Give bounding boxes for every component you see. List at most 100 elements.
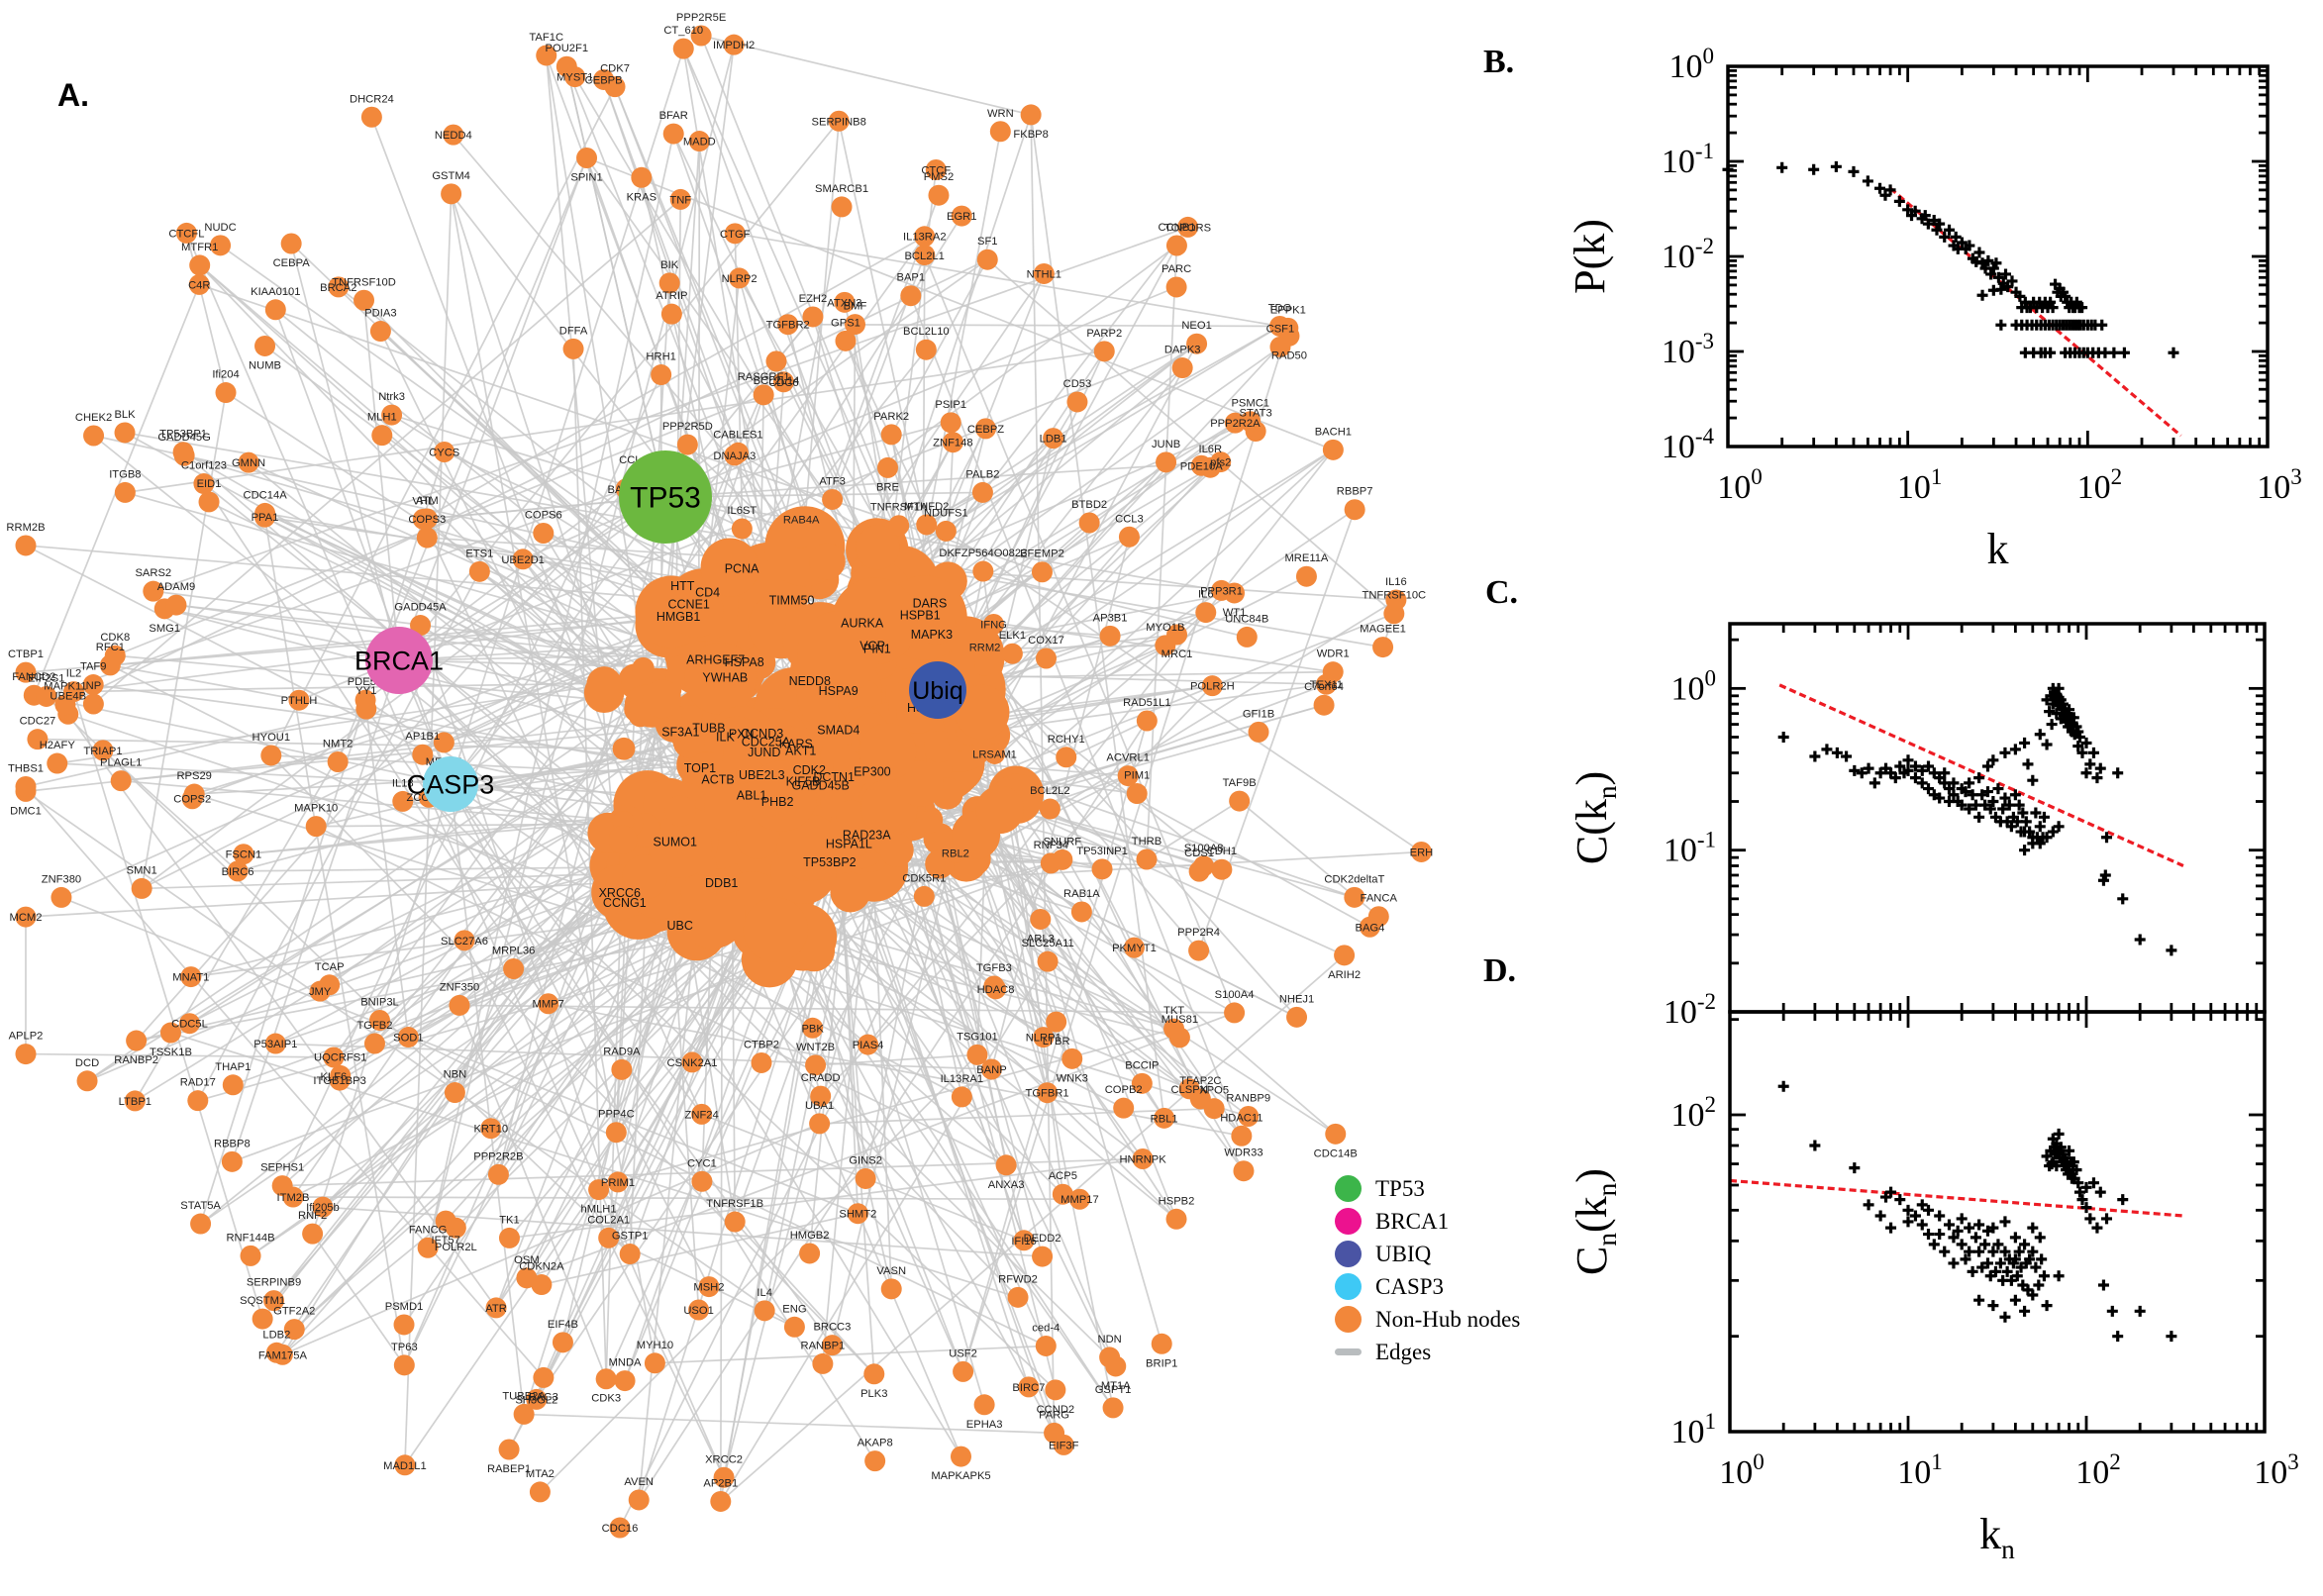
network-node [834, 291, 856, 313]
core-node-label: ACTB [701, 772, 734, 786]
network-node [607, 1171, 629, 1193]
node-label: CT_610 [663, 25, 703, 37]
node-label: ZNF24 [685, 1109, 719, 1121]
network-node [916, 514, 938, 536]
network-node [1186, 333, 1208, 354]
node-label: CDH1 [1207, 846, 1237, 857]
network-node [183, 783, 205, 805]
network-node [828, 110, 850, 132]
network-node [1035, 1335, 1057, 1356]
network-node [253, 506, 275, 528]
network-node [1136, 710, 1158, 732]
node-label: AKAP8 [858, 1438, 893, 1449]
node-label: CDC27 [20, 716, 56, 728]
network-node [1156, 451, 1177, 473]
node-label: DEDD2 [1024, 1233, 1061, 1245]
network-node [729, 267, 751, 289]
node-label: TSG101 [957, 1031, 998, 1043]
node-label: MTA2 [526, 1468, 555, 1480]
node-label: STAT3 [1240, 408, 1272, 420]
network-node [935, 520, 957, 542]
node-label: CTCFL [168, 228, 204, 240]
x-tick-label: 101 [1897, 1449, 1943, 1491]
node-label: MCM2 [10, 912, 43, 924]
node-label: TNFRSF1B [706, 1198, 763, 1210]
network-node [114, 422, 136, 444]
panel-d-label: D. [1483, 952, 1517, 989]
node-label: TGFB2 [356, 1020, 392, 1032]
node-label: Ifi205b [306, 1202, 340, 1214]
network-node [498, 1439, 520, 1460]
node-label: FANCD2 [12, 671, 55, 683]
network-node [416, 527, 438, 549]
node-label: UBE4B [50, 690, 86, 702]
node-label: NDUFS1 [924, 507, 968, 519]
node-label: Ntrk3 [378, 391, 405, 403]
core-node-label: XRCC6 [599, 886, 641, 900]
network-node [1078, 512, 1100, 534]
network-node [1001, 643, 1023, 664]
network-node [233, 844, 254, 865]
node-label: BRIP1 [1146, 1357, 1177, 1369]
node-label: SOD1 [393, 1033, 423, 1045]
node-label: BACH1 [1315, 426, 1352, 438]
network-node [363, 1033, 385, 1054]
network-node [393, 1314, 415, 1336]
node-label: CCND2 [1037, 1404, 1075, 1416]
network-node [631, 166, 653, 188]
network-node [1163, 1018, 1185, 1040]
node-label: GFI1B [1243, 708, 1274, 720]
network-node [1315, 673, 1337, 695]
node-label: TRIAP1 [83, 746, 122, 757]
network-node [165, 594, 187, 616]
network-node [82, 693, 104, 715]
node-label: CDK3 [591, 1393, 621, 1405]
node-label: BLK [114, 409, 136, 421]
node-label: CLSPN [1170, 1084, 1207, 1096]
network-node [1037, 950, 1059, 972]
legend-item-ubiq: UBIQ [1335, 1238, 1632, 1270]
network-node [810, 1085, 832, 1107]
node-label: RFWD2 [998, 1273, 1038, 1285]
node-label: CDC16 [602, 1523, 639, 1535]
network-node [1286, 1006, 1308, 1028]
node-label: SMARCB1 [815, 183, 868, 195]
network-node [15, 661, 37, 683]
legend-item-brca1: BRCA1 [1335, 1205, 1632, 1238]
node-label: BAG4 [1355, 922, 1384, 934]
network-node [410, 615, 432, 637]
network-node [593, 68, 615, 90]
node-label: WDR1 [1317, 648, 1350, 660]
network-node [900, 285, 922, 307]
core-node-label: HSPA1L [826, 838, 872, 851]
network-node [1126, 783, 1148, 805]
node-label: COPS6 [525, 509, 562, 521]
network-node [880, 1278, 902, 1300]
network-node [1066, 391, 1088, 413]
network-node [393, 1354, 415, 1376]
node-label: GADD45A [394, 602, 447, 614]
node-label: CD53 [1063, 378, 1092, 390]
network-node [1177, 216, 1199, 238]
node-label: PPA1 [252, 512, 279, 524]
network-node [1018, 1376, 1040, 1398]
node-label: CDC6 [768, 377, 798, 389]
network-node [710, 1490, 732, 1512]
node-label: LRSAM1 [972, 748, 1017, 760]
node-label: DFFA [559, 325, 588, 337]
node-label: NEDD4 [435, 130, 472, 142]
node-label: SPIN1 [570, 172, 602, 184]
network-node [238, 451, 259, 473]
network-node [1020, 104, 1042, 126]
core-node-label: EP300 [854, 764, 891, 778]
node-label: BANP [976, 1064, 1006, 1076]
network-legend: TP53 BRCA1 UBIQ CASP3 Non-Hub nodes Edge… [1335, 1172, 1632, 1368]
node-label: CDKN2A [519, 1261, 564, 1273]
node-label: TAF9 [80, 661, 107, 673]
node-label: CCNB1 [1158, 222, 1195, 234]
network-node [1093, 341, 1115, 362]
node-label: POLR2L [435, 1242, 477, 1253]
node-label: CDK2deltaT [1324, 873, 1384, 885]
core-node-label: JUND [748, 746, 780, 759]
node-label: ETS1 [465, 548, 493, 559]
